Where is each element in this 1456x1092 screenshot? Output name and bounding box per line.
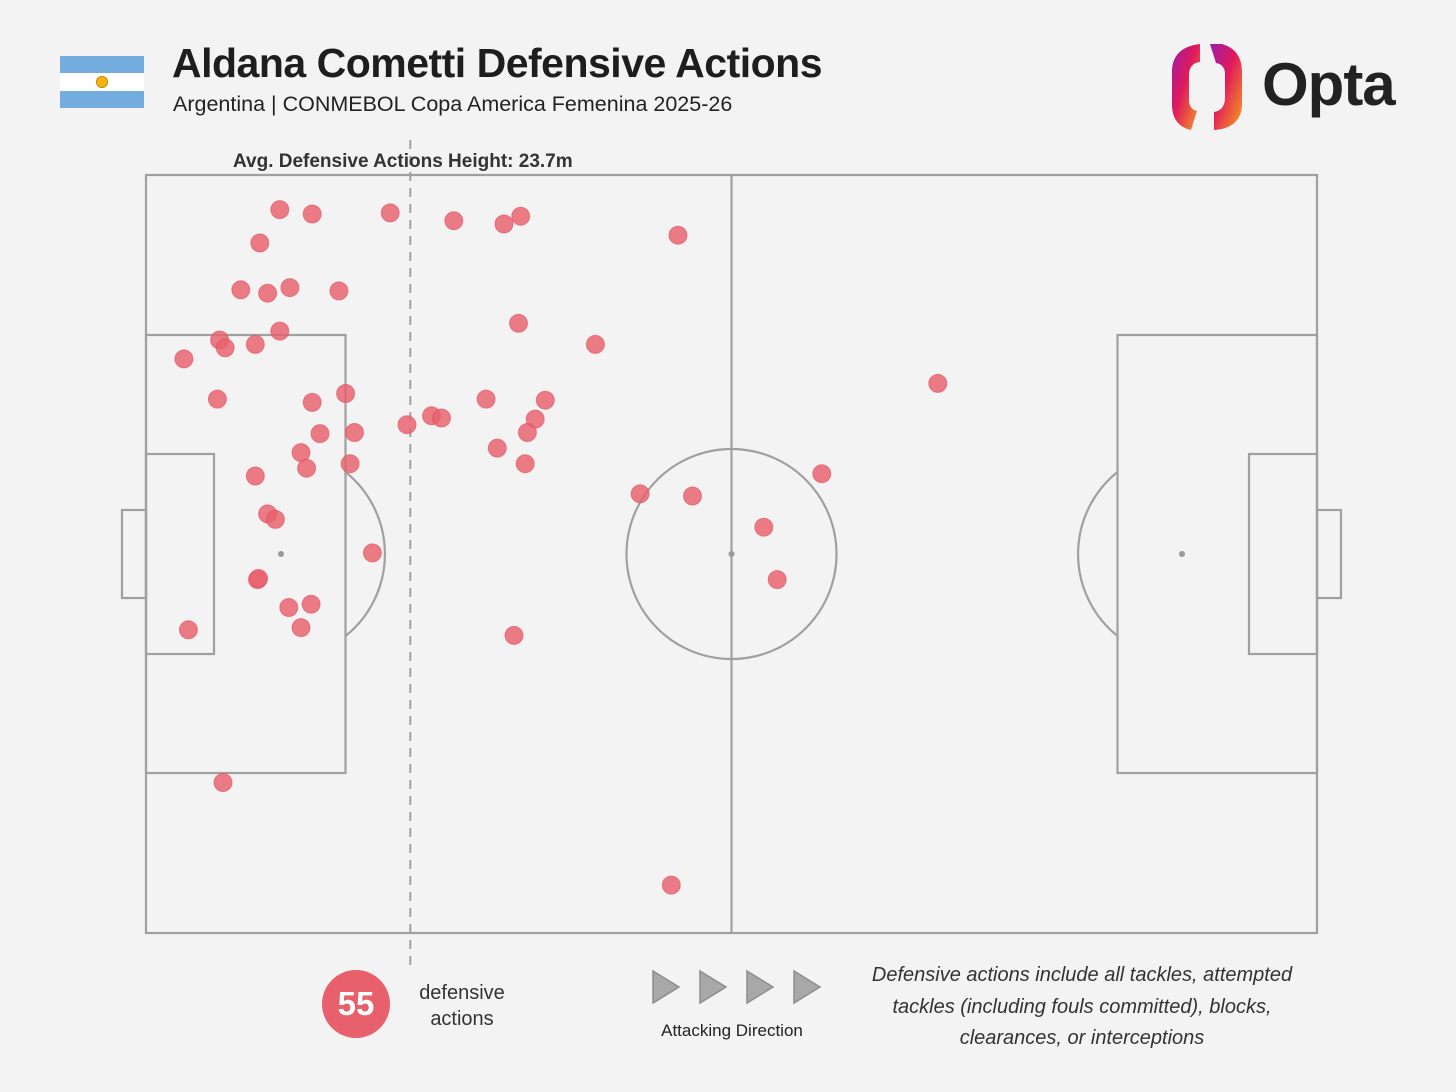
defensive-action-point [250,233,270,253]
defensive-action-point [812,464,832,484]
average-height-label: Avg. Defensive Actions Height: 23.7m [233,151,573,172]
defensive-action-point [270,321,290,341]
right-penalty-box [1116,333,1319,775]
defensive-action-point [630,484,650,504]
defensive-action-point [265,509,285,529]
defensive-action-point [231,280,251,300]
defensive-action-point [291,618,311,638]
right-penalty-spot [1179,551,1185,557]
defensive-action-point [509,313,528,333]
defensive-action-point [683,486,702,506]
defensive-action-point [310,424,330,444]
defensive-action-point [178,620,198,640]
defensive-action-point [928,373,948,393]
right-goal [1315,508,1343,600]
defensive-action-point [302,392,322,412]
left-penalty-spot [278,551,284,557]
triangle-right-icon [746,969,775,1005]
right-penalty-arc [1077,471,1119,637]
defensive-action-point [297,458,317,478]
action-count-badge: 55 [322,970,390,1038]
defensive-action-point [476,389,496,409]
defensive-action-point [511,206,531,226]
attacking-direction-arrows [652,969,822,1005]
defensive-action-point [302,204,322,224]
defensive-action-point [340,454,360,474]
right-six-yard-box [1247,452,1319,656]
left-goal [120,508,148,600]
defensive-action-points [174,200,948,895]
opta-wordmark: Opta [1262,51,1396,118]
defensive-action-point [504,625,524,645]
defensive-action-point [245,334,265,354]
defensive-action-point [380,203,400,223]
chart-subtitle: Argentina | CONMEBOL Copa America Femeni… [173,92,733,116]
chart-title: Aldana Cometti Defensive Actions [172,40,823,86]
defensive-action-point [174,349,194,369]
defensive-action-point [258,283,278,303]
defensive-action-point [535,390,555,410]
defensive-action-point [345,423,364,442]
defensive-action-point [280,278,300,298]
defensive-action-point [279,598,299,617]
defensive-action-point [432,408,451,428]
defensive-action-point [336,384,356,403]
defensive-action-point [249,569,269,588]
definition-footnote: Defensive actions include all tackles, a… [871,964,1293,1049]
defensive-action-point [362,543,382,563]
defensive-action-point [215,338,235,358]
left-six-yard-box [144,452,216,656]
defensive-action-point [517,423,537,442]
defensive-action-point [754,517,774,537]
defensive-action-point [444,211,464,231]
opta-logo-icon [1172,44,1242,130]
defensive-action-point [515,454,535,474]
defensive-action-point [487,438,507,458]
flag-top-stripe [60,56,144,74]
pitch-lines [120,173,1343,935]
defensive-action-point [270,200,290,220]
triangle-right-icon [793,969,822,1005]
defensive-action-point [301,594,321,614]
argentina-flag-icon [60,56,144,108]
defensive-action-point [661,875,681,895]
defensive-action-point [494,214,514,234]
action-count-label: defensive actions [419,982,505,1030]
defensive-action-point [585,334,605,354]
defensive-action-point [245,466,265,486]
triangle-right-icon [652,969,681,1005]
attacking-direction-label: Attacking Direction [661,1021,803,1040]
defensive-action-point [397,415,417,435]
defensive-action-point [668,225,688,245]
triangle-right-icon [699,969,728,1005]
centre-circle [625,447,838,661]
defensive-action-point [329,281,349,301]
sun-icon [96,76,108,88]
flag-bottom-stripe [60,90,144,108]
centre-spot [728,551,735,557]
defensive-action-point [213,773,233,792]
left-penalty-arc [344,471,386,637]
defensive-action-point [207,389,227,409]
defensive-action-point [767,570,787,590]
